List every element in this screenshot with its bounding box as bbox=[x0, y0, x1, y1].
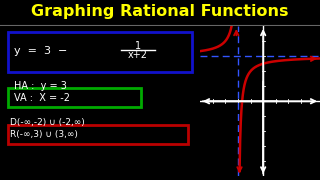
Bar bbox=[8, 32, 192, 72]
Text: R(-∞,3) ∪ (3,∞): R(-∞,3) ∪ (3,∞) bbox=[10, 130, 78, 139]
Text: y  =  3  −: y = 3 − bbox=[14, 46, 67, 57]
Bar bbox=[8, 125, 188, 144]
Text: HA :  y = 3: HA : y = 3 bbox=[14, 81, 67, 91]
Text: 1: 1 bbox=[135, 41, 141, 51]
Text: Graphing Rational Functions: Graphing Rational Functions bbox=[31, 4, 289, 19]
Text: VA :  X = -2: VA : X = -2 bbox=[14, 93, 70, 103]
Bar bbox=[8, 88, 141, 107]
Text: x+2: x+2 bbox=[128, 50, 148, 60]
Text: D(-∞,-2) ∪ (-2,∞): D(-∞,-2) ∪ (-2,∞) bbox=[10, 118, 85, 127]
